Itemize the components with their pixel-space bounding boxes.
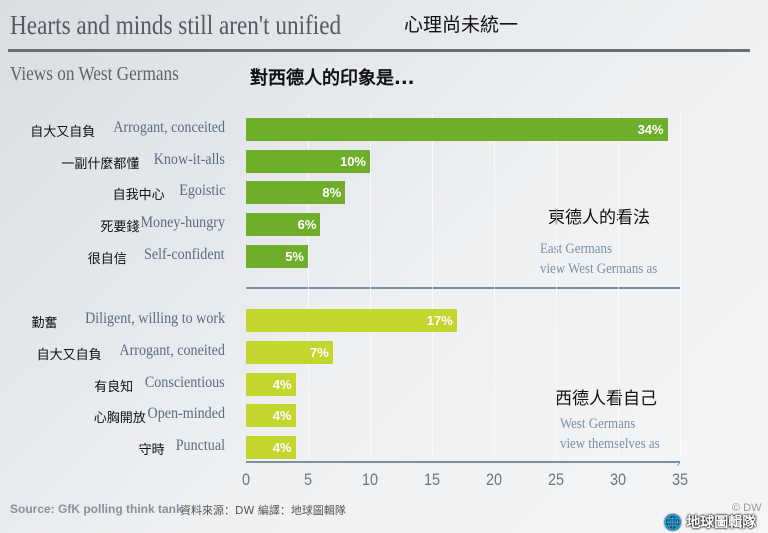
x-tick-label: 30 [609,470,627,489]
bar-value-label: 34% [637,122,664,137]
category-label: Egoistic [178,182,225,199]
category-label: Open-minded [147,405,225,422]
category-label-zh: 自大又自負 [36,348,102,363]
bar: 4% [246,404,296,427]
copyright: © DW [732,502,762,514]
category-label-zh: 有良知 [94,380,134,395]
category-label-zh: 自我中心 [112,188,165,203]
bar: 7% [246,341,333,364]
bar: 6% [246,213,321,236]
bar: 5% [246,245,308,268]
x-tick-label: 20 [485,470,503,489]
bar-value-label: 8% [322,185,342,200]
west-note-line1: West Germans [560,416,636,432]
category-label: Know-it-alls [153,151,225,168]
x-tick-label: 0 [241,470,251,489]
group-divider [246,287,680,289]
chart-title: Hearts and minds still aren't unified [10,10,342,40]
bar: 17% [246,309,457,332]
east-note-line1: East Germans [540,241,613,257]
category-label-zh: 死要錢 [100,220,140,235]
gridline [494,113,495,458]
category-label: Conscientious [145,374,225,391]
category-label: Self-confident [144,246,225,263]
x-tick-label: 10 [361,470,379,489]
category-label-zh: 守時 [138,443,165,458]
bar-value-label: 10% [339,154,366,169]
x-tick-label: 15 [423,470,441,489]
category-label-zh: 自大又自負 [30,125,96,140]
bar: 34% [246,118,668,141]
category-label: Diligent, willing to work [84,310,225,327]
category-label-zh: 心胸開放 [93,411,146,426]
category-label: Punctual [175,437,225,454]
globe-icon: 🌐 [664,515,682,531]
x-axis-arrow-icon: › [676,456,681,470]
bar-value-label: 4% [272,377,292,392]
gridline [308,113,309,458]
logo: 🌐 地球圖輯隊 [664,512,756,532]
x-tick-label: 25 [547,470,565,489]
x-tick-label: 35 [671,470,689,489]
bar: 4% [246,373,296,396]
gridline [432,113,433,458]
bar-value-label: 4% [272,408,292,423]
east-group-label-zh: 東德人的看法 [548,208,650,228]
west-group-label-zh: 西德人看自己 [555,389,657,409]
gridline [680,113,681,458]
category-label: Arrogant, conceited [113,119,225,136]
bar-value-label: 6% [297,217,317,232]
source-text-zh: 資料來源：DW 編譯：地球圖輯隊 [180,504,346,517]
west-note-line2: view themselves as [560,436,660,452]
gridline [370,113,371,458]
chart-subtitle-zh: 對西德人的印象是... [250,68,415,89]
category-label: Money-hungry [140,214,225,231]
category-label-zh: 一副什麼都懂 [61,157,140,172]
bar: 10% [246,150,370,173]
bar-value-label: 7% [310,345,329,360]
gridline [618,113,619,458]
source-text: Source: GfK polling think tank [10,502,183,516]
bar: 4% [246,436,296,459]
category-label-zh: 勤奮 [31,316,58,331]
bar-value-label: 4% [272,440,292,455]
bar-value-label: 17% [426,313,453,328]
east-note-line2: view West Germans as [540,261,658,277]
logo-text: 地球圖輯隊 [686,515,757,531]
chart-subtitle: Views on West Germans [10,63,179,85]
bar: 8% [246,181,346,204]
x-axis [246,461,680,463]
category-label: Arrogant, coneited [119,342,225,359]
title-divider [8,49,750,52]
category-label-zh: 很自信 [87,252,127,267]
x-tick-label: 5 [303,470,313,489]
chart-title-zh: 心理尚未統一 [404,14,519,36]
gridline [556,113,557,458]
bar-value-label: 5% [285,249,304,264]
